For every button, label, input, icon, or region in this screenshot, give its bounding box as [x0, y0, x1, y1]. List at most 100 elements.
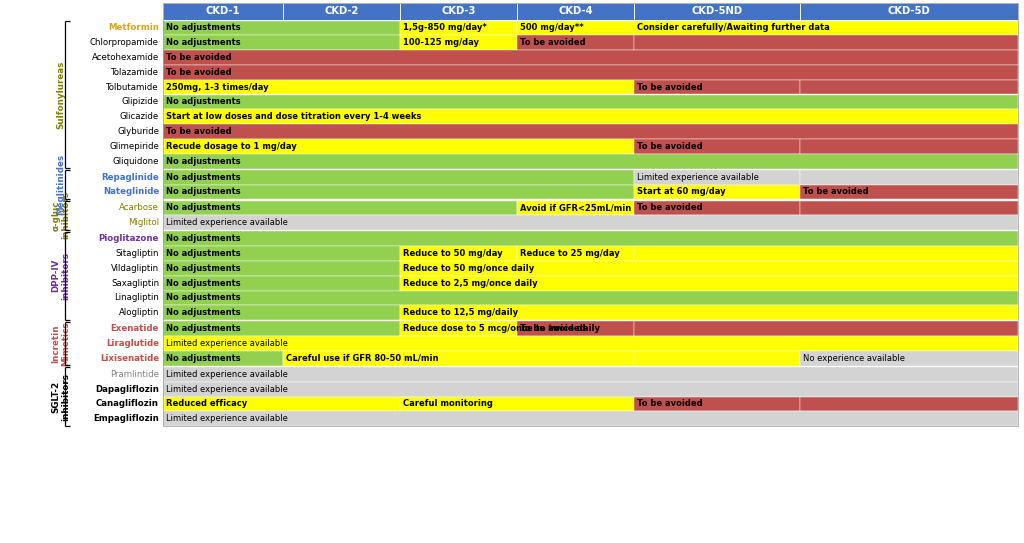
Bar: [634, 351, 800, 365]
Text: CKD-4: CKD-4: [558, 7, 593, 16]
Text: To be avoided: To be avoided: [637, 204, 702, 212]
Text: No adjustments: No adjustments: [166, 204, 241, 212]
Bar: [634, 139, 800, 154]
Text: CKD-2: CKD-2: [325, 7, 358, 16]
Text: Exenatide: Exenatide: [111, 324, 159, 333]
Text: Nateglinide: Nateglinide: [102, 187, 159, 197]
Text: CKD-5ND: CKD-5ND: [691, 7, 742, 16]
Text: No adjustments: No adjustments: [166, 97, 241, 106]
Bar: [800, 351, 1018, 365]
Text: Liraglutide: Liraglutide: [106, 339, 159, 348]
Text: Miglitol: Miglitol: [128, 218, 159, 227]
Text: No adjustments: No adjustments: [166, 324, 241, 333]
Text: Acetohexamide: Acetohexamide: [92, 53, 159, 62]
Text: α-gluc
inhibitors: α-gluc inhibitors: [51, 191, 71, 239]
Bar: [163, 351, 283, 365]
Bar: [163, 291, 1018, 305]
Text: Consider carefully/Awaiting further data: Consider carefully/Awaiting further data: [637, 23, 829, 33]
Bar: [163, 154, 1018, 168]
Bar: [634, 80, 800, 94]
Text: Careful monitoring: Careful monitoring: [403, 400, 493, 408]
Bar: [400, 246, 517, 261]
Text: Start at 60 mg/day: Start at 60 mg/day: [637, 187, 726, 197]
Bar: [634, 246, 1018, 261]
Text: To be avoided: To be avoided: [637, 83, 702, 92]
Bar: [163, 216, 1018, 230]
Text: Tolbutamide: Tolbutamide: [106, 83, 159, 92]
Bar: [400, 321, 517, 336]
Text: Careful use if GFR 80-50 mL/min: Careful use if GFR 80-50 mL/min: [286, 354, 438, 363]
Bar: [283, 351, 634, 365]
Text: Recude dosage to 1 mg/day: Recude dosage to 1 mg/day: [166, 142, 297, 151]
Bar: [634, 185, 800, 199]
Text: Sitagliptin: Sitagliptin: [116, 249, 159, 258]
Text: To be avoided: To be avoided: [637, 400, 702, 408]
Text: Repaglinide: Repaglinide: [101, 173, 159, 181]
Bar: [634, 21, 1018, 35]
Text: No adjustments: No adjustments: [166, 264, 241, 273]
Bar: [163, 305, 400, 320]
Text: Avoid if GFR<25mL/min: Avoid if GFR<25mL/min: [520, 204, 631, 212]
Text: Limited experience available: Limited experience available: [166, 370, 288, 379]
Text: Linagliptin: Linagliptin: [114, 293, 159, 302]
Text: To be avoided: To be avoided: [166, 127, 231, 136]
Text: To be avoided: To be avoided: [803, 187, 868, 197]
Text: CKD-1: CKD-1: [206, 7, 241, 16]
Bar: [400, 261, 1018, 276]
Text: No adjustments: No adjustments: [166, 187, 241, 197]
Text: Chlorpropamide: Chlorpropamide: [90, 38, 159, 47]
Text: Saxagliptin: Saxagliptin: [111, 279, 159, 288]
Bar: [163, 170, 634, 185]
Text: To be avoided: To be avoided: [637, 142, 702, 151]
Text: Metformin: Metformin: [109, 23, 159, 33]
Text: 100-125 mg/day: 100-125 mg/day: [403, 38, 479, 47]
Text: No adjustments: No adjustments: [166, 38, 241, 47]
Text: Glicazide: Glicazide: [120, 112, 159, 121]
Bar: [800, 170, 1018, 185]
Text: Glipizide: Glipizide: [122, 97, 159, 106]
Text: Reduce dose to 5 mcg/once to twice daily: Reduce dose to 5 mcg/once to twice daily: [403, 324, 600, 333]
Bar: [400, 305, 1018, 320]
Text: Reduced efficacy: Reduced efficacy: [166, 400, 247, 408]
Text: Reduce to 50 mg/once daily: Reduce to 50 mg/once daily: [403, 264, 535, 273]
Bar: [163, 124, 1018, 139]
Text: Limited experience available: Limited experience available: [166, 218, 288, 227]
Text: To be avoided: To be avoided: [520, 38, 586, 47]
Text: Sulfonylureas: Sulfonylureas: [56, 60, 66, 129]
Text: Canagliflozin: Canagliflozin: [96, 400, 159, 408]
Bar: [163, 109, 1018, 124]
Text: Vildagliptin: Vildagliptin: [111, 264, 159, 273]
Bar: [163, 35, 400, 50]
Text: Reduce to 12,5 mg/daily: Reduce to 12,5 mg/daily: [403, 308, 518, 317]
Text: No adjustments: No adjustments: [166, 249, 241, 258]
Bar: [163, 382, 1018, 396]
Bar: [517, 200, 634, 216]
Text: 500 mg/day**: 500 mg/day**: [520, 23, 584, 33]
Bar: [163, 261, 400, 276]
Bar: [634, 3, 800, 20]
Bar: [634, 321, 1018, 336]
Bar: [163, 65, 1018, 80]
Text: No adjustments: No adjustments: [166, 293, 241, 302]
Bar: [517, 3, 634, 20]
Text: To be avoided: To be avoided: [520, 324, 586, 333]
Text: Dapagliflozin: Dapagliflozin: [95, 384, 159, 394]
Text: SGLT-2
inhibitors: SGLT-2 inhibitors: [51, 372, 71, 420]
Bar: [163, 276, 400, 291]
Text: Limited experience available: Limited experience available: [637, 173, 759, 181]
Text: Limited experience available: Limited experience available: [166, 339, 288, 348]
Bar: [634, 35, 1018, 50]
Bar: [163, 336, 1018, 351]
Bar: [400, 3, 517, 20]
Bar: [634, 200, 800, 216]
Text: Start at low doses and dose titration every 1-4 weeks: Start at low doses and dose titration ev…: [166, 112, 421, 121]
Bar: [163, 246, 400, 261]
Bar: [163, 94, 1018, 109]
Bar: [400, 35, 517, 50]
Text: Acarbose: Acarbose: [119, 204, 159, 212]
Text: Lixisenatide: Lixisenatide: [100, 354, 159, 363]
Bar: [517, 246, 634, 261]
Bar: [163, 411, 1018, 426]
Text: No adjustments: No adjustments: [166, 279, 241, 288]
Text: Empagliflozin: Empagliflozin: [93, 414, 159, 423]
